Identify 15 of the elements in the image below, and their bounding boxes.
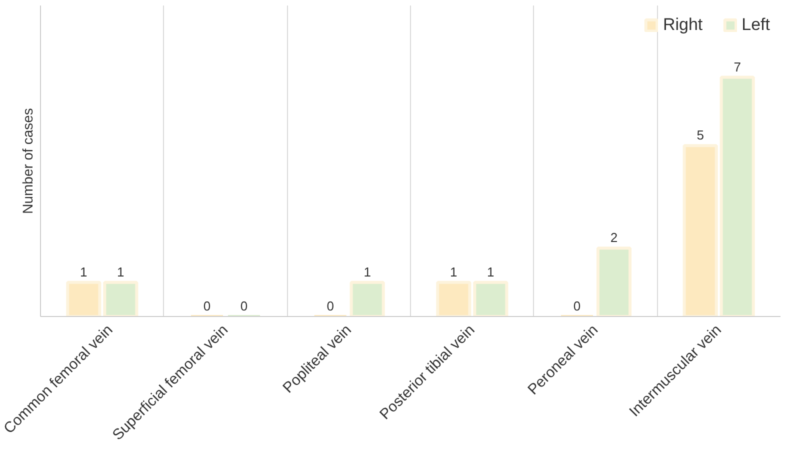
data-label: 1 [364, 264, 371, 280]
data-label: 5 [696, 128, 704, 143]
data-label: 7 [734, 59, 741, 74]
data-label: 0 [326, 298, 334, 314]
data-label: 0 [573, 298, 581, 314]
data-label: 1 [450, 264, 458, 280]
data-label: 1 [117, 264, 124, 280]
y-axis-title: Number of cases [20, 108, 36, 214]
legend-label: Left [742, 15, 770, 35]
data-label: 1 [80, 264, 88, 280]
data-label: 1 [487, 264, 494, 280]
data-label: 0 [240, 298, 248, 314]
legend-label: Right [662, 15, 703, 35]
data-label: 2 [610, 230, 618, 246]
data-label: 0 [203, 298, 211, 314]
